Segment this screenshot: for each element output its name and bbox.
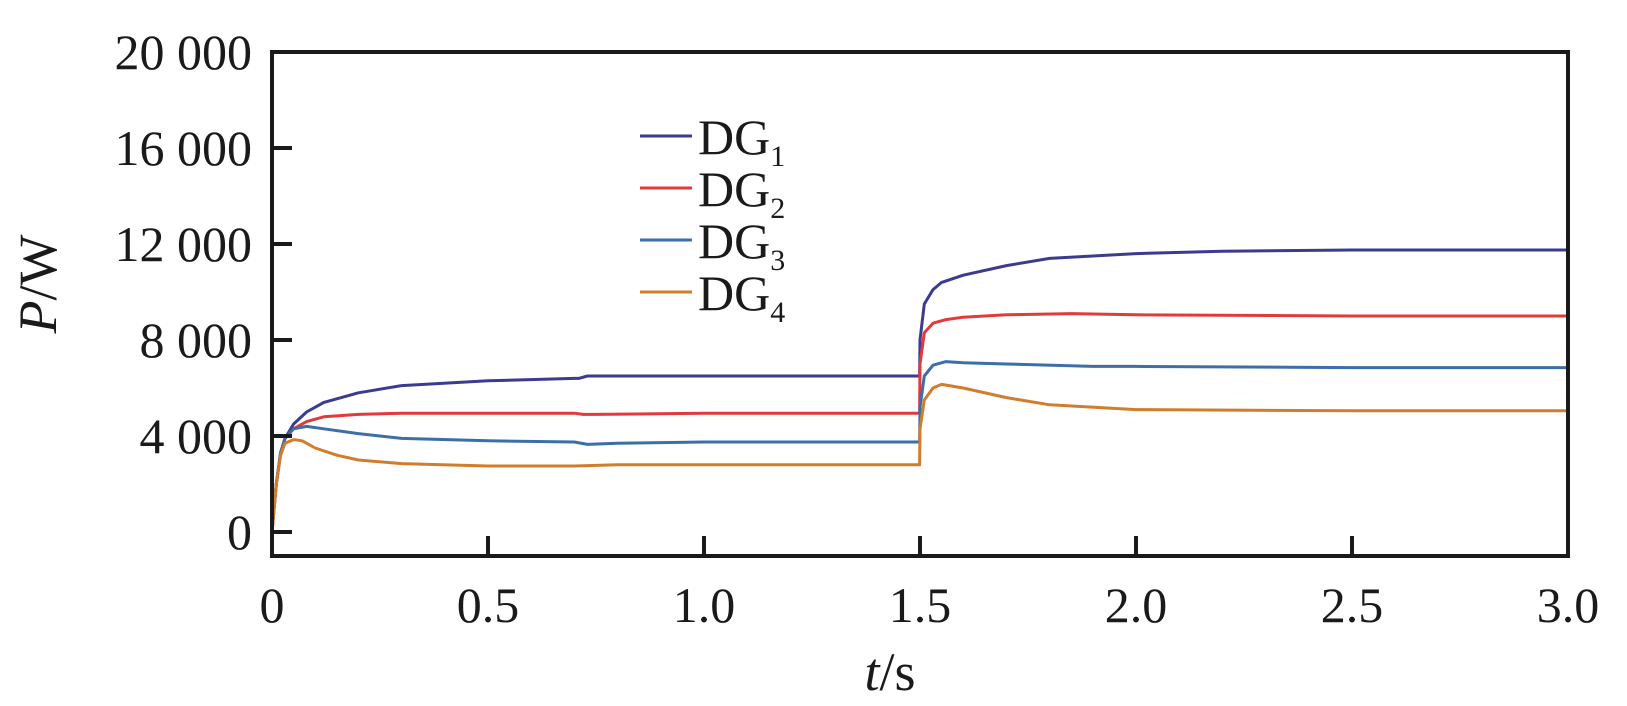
y-tick-label: 16 000	[115, 120, 253, 176]
legend-label-dg3: DG3	[698, 213, 785, 277]
x-tick-label: 2.0	[1105, 577, 1168, 633]
y-axis-variable: P	[8, 300, 68, 334]
series-line-dg4	[272, 382, 1568, 533]
series-line-dg3	[272, 360, 1568, 533]
axes: 0 0.5 1.0 1.5 2.0 2.5 3.0 0 4 000 8 000 12 000 16 0…	[8, 24, 1599, 702]
y-tick-label: 0	[227, 504, 252, 560]
legend-name: DG	[698, 161, 770, 217]
y-axis-title: P/W	[8, 234, 68, 334]
y-tick-label: 8 000	[140, 312, 253, 368]
y-tick-label: 12 000	[115, 216, 253, 272]
legend-label-dg1: DG1	[698, 109, 785, 173]
plot-frame	[270, 50, 1570, 558]
x-axis-unit: /s	[879, 642, 915, 702]
x-tick-label: 2.5	[1321, 577, 1384, 633]
x-axis-title: t/s	[864, 642, 915, 702]
legend-name: DG	[698, 213, 770, 269]
legend-subscript: 4	[770, 296, 785, 329]
legend-label-dg2: DG2	[698, 161, 785, 225]
legend-subscript: 2	[770, 192, 785, 225]
x-tick-label: 1.5	[889, 577, 952, 633]
legend-name: DG	[698, 265, 770, 321]
legend-name: DG	[698, 109, 770, 165]
y-tick-label: 4 000	[140, 408, 253, 464]
x-axis-variable: t	[864, 642, 881, 702]
y-axis-unit: /W	[8, 234, 68, 300]
legend-subscript: 3	[770, 244, 785, 277]
x-tick-label: 1.0	[673, 577, 736, 633]
legend-subscript: 1	[770, 140, 785, 173]
x-tick-label: 0.5	[457, 577, 520, 633]
legend-label-dg4: DG4	[698, 265, 785, 329]
series-line-dg1	[272, 248, 1568, 533]
y-tick-label: 20 000	[115, 24, 253, 80]
x-tick-label: 0	[260, 577, 285, 633]
plot-area	[272, 248, 1568, 533]
x-tick-label: 3.0	[1537, 577, 1600, 633]
